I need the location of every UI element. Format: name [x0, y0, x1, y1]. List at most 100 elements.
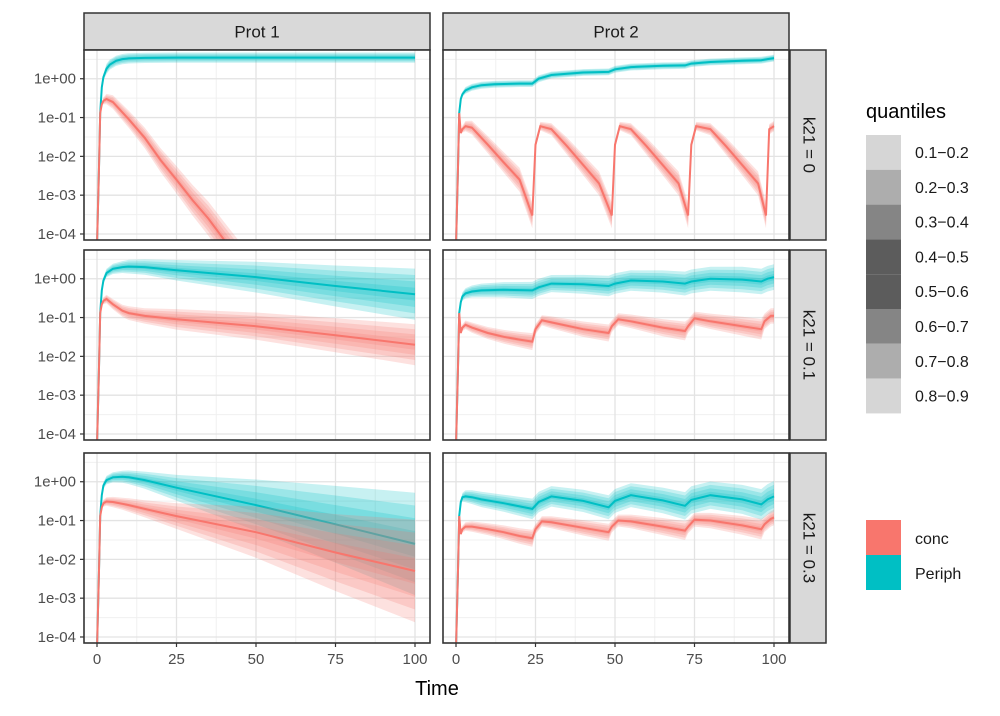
y-tick-label: 1e-03 — [38, 387, 76, 404]
panel-border — [442, 49, 790, 241]
y-tick-label: 1e-04 — [38, 226, 76, 243]
row-strip-label: k21 = 0 — [800, 117, 819, 173]
quantiles-legend-key — [866, 204, 901, 240]
row-strip-label: k21 = 0.1 — [800, 310, 819, 380]
y-tick-label: 1e-03 — [38, 590, 76, 607]
panel-background — [84, 50, 430, 240]
quantiles-legend-label: 0.6−0.7 — [915, 319, 969, 336]
series-legend-key-conc — [866, 520, 901, 555]
x-tick-label: 25 — [168, 651, 185, 668]
y-tick-label: 1e-02 — [38, 148, 76, 165]
quantiles-legend-key — [866, 309, 901, 344]
quantiles-legend-key — [866, 239, 901, 275]
panel — [442, 49, 790, 241]
quantiles-legend-label: 0.1−0.2 — [915, 145, 969, 162]
quantile-ribbon-periph — [97, 263, 415, 440]
median-line-conc — [455, 113, 775, 240]
x-tick-label: 50 — [248, 651, 265, 668]
panel-border — [442, 452, 790, 644]
row-strip-label: k21 = 0.3 — [800, 513, 819, 583]
quantile-ribbon-periph — [97, 261, 415, 440]
panel — [83, 49, 431, 241]
quantile-ribbon-periph — [456, 264, 774, 440]
panel-data — [455, 54, 775, 240]
panel-border — [83, 49, 431, 241]
quantile-ribbon-conc — [97, 496, 415, 643]
quantile-ribbon-periph — [97, 475, 415, 643]
quantile-ribbon-periph — [456, 481, 774, 643]
panel-data — [455, 481, 775, 643]
y-tick-label: 1e-02 — [38, 348, 76, 365]
axis-layer: 1e+00 1e-01 1e-02 1e-03 1e-04 1e+00 1e-01 1e-02… — [34, 71, 787, 668]
y-tick-label: 1e-04 — [38, 629, 76, 646]
legend-layer: quantiles 0.1−0.2 0.2−0.3 0.3−0.4 0.4−0.5 0.5… — [866, 101, 969, 590]
row-strip — [789, 49, 827, 241]
quantile-ribbon-conc — [456, 312, 774, 440]
y-tick-label: 1e-01 — [38, 110, 76, 127]
y-tick-label: 1e-01 — [38, 513, 76, 530]
panel-data — [96, 52, 415, 240]
quantile-ribbon-conc — [456, 310, 774, 440]
quantile-ribbon-conc — [97, 298, 415, 440]
median-line-periph — [455, 494, 775, 643]
x-axis-title: Time — [415, 678, 459, 700]
quantile-ribbon-conc — [97, 498, 415, 643]
quantile-ribbon-conc — [97, 500, 415, 643]
median-line-periph — [455, 276, 775, 440]
x-tick-label: 25 — [527, 651, 544, 668]
y-tick-label: 1e-01 — [38, 310, 76, 327]
series-legend-key-periph — [866, 555, 901, 590]
quantile-ribbon-conc — [97, 294, 415, 440]
quantile-ribbon-periph — [97, 472, 415, 643]
quantile-ribbon-conc — [456, 308, 774, 440]
median-line-periph — [455, 57, 775, 240]
x-tick-label: 50 — [607, 651, 624, 668]
quantiles-legend-title: quantiles — [866, 101, 946, 123]
y-tick-label: 1e+00 — [34, 71, 76, 88]
x-tick-label: 0 — [452, 651, 460, 668]
median-line-conc — [455, 313, 774, 440]
quantile-ribbon-periph — [97, 259, 415, 440]
median-line-conc — [96, 500, 416, 643]
panel-background — [443, 50, 789, 240]
row-strip — [789, 249, 827, 441]
panel-background — [84, 453, 430, 643]
median-line-conc — [96, 97, 226, 240]
quantiles-legend-label: 0.7−0.8 — [915, 354, 969, 371]
quantile-ribbon-conc — [97, 93, 239, 240]
quantile-ribbon-periph — [97, 473, 415, 643]
column-strip-label: Prot 2 — [593, 23, 638, 42]
quantile-ribbon-conc — [97, 295, 415, 440]
x-tick-label: 75 — [327, 651, 344, 668]
y-tick-label: 1e-03 — [38, 187, 76, 204]
panel — [442, 452, 790, 644]
quantiles-legend-key — [866, 343, 901, 379]
quantiles-legend-key — [866, 378, 901, 414]
quantile-ribbon-conc — [97, 296, 415, 440]
quantile-ribbon-periph — [456, 270, 774, 440]
panel — [83, 452, 431, 644]
quantiles-legend-label: 0.5−0.6 — [915, 284, 969, 301]
quantile-ribbon-conc — [97, 499, 415, 643]
row-strip — [789, 452, 827, 644]
x-tick-label: 100 — [761, 651, 786, 668]
x-tick-label: 75 — [686, 651, 703, 668]
panel — [83, 249, 431, 441]
panel-border — [83, 452, 431, 644]
quantile-ribbon-conc — [97, 96, 232, 240]
quantiles-legend-key — [866, 169, 901, 205]
column-strip-label: Prot 1 — [234, 23, 279, 42]
quantile-ribbon-periph — [97, 470, 415, 643]
panel-border — [442, 249, 790, 441]
median-line-conc — [96, 297, 416, 440]
column-strip — [442, 12, 790, 51]
y-tick-label: 1e-02 — [38, 551, 76, 568]
column-strip — [83, 12, 431, 51]
y-tick-label: 1e+00 — [34, 474, 76, 491]
panel — [442, 249, 790, 441]
panel-border — [83, 249, 431, 441]
panel-background — [84, 250, 430, 440]
x-tick-label: 100 — [402, 651, 427, 668]
